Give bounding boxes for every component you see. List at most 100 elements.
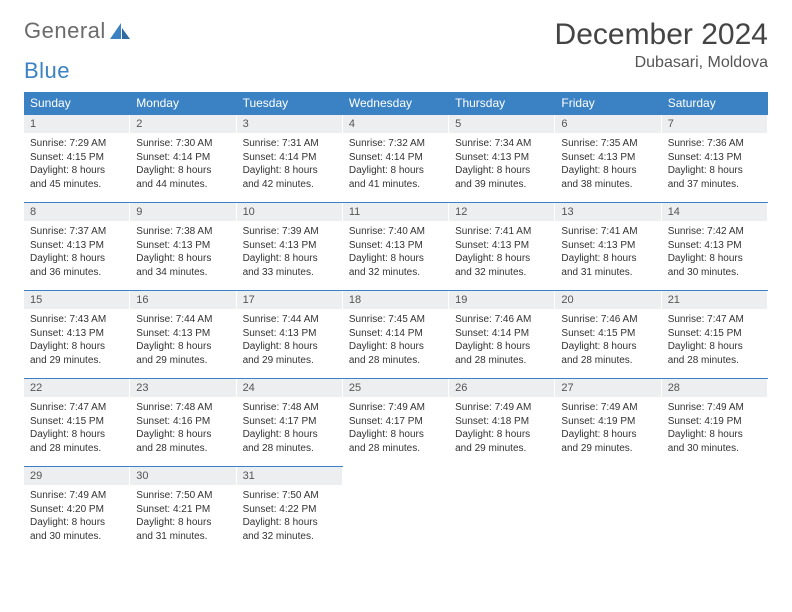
day-body: Sunrise: 7:46 AMSunset: 4:14 PMDaylight:… <box>449 309 555 373</box>
daylight-text-1: Daylight: 8 hours <box>455 252 549 266</box>
day-number: 5 <box>449 115 555 133</box>
calendar-cell: 29Sunrise: 7:49 AMSunset: 4:20 PMDayligh… <box>24 467 130 555</box>
sunset-text: Sunset: 4:22 PM <box>243 503 337 517</box>
calendar-cell: 27Sunrise: 7:49 AMSunset: 4:19 PMDayligh… <box>555 379 661 467</box>
day-number: 29 <box>24 467 130 485</box>
daylight-text-1: Daylight: 8 hours <box>243 340 337 354</box>
sunset-text: Sunset: 4:13 PM <box>668 151 762 165</box>
calendar-week-row: 29Sunrise: 7:49 AMSunset: 4:20 PMDayligh… <box>24 467 768 555</box>
daylight-text-1: Daylight: 8 hours <box>455 428 549 442</box>
daylight-text-2: and 32 minutes. <box>243 530 337 544</box>
sunset-text: Sunset: 4:15 PM <box>30 151 124 165</box>
daylight-text-1: Daylight: 8 hours <box>136 516 230 530</box>
sunset-text: Sunset: 4:19 PM <box>561 415 655 429</box>
day-number: 12 <box>449 203 555 221</box>
day-number: 13 <box>555 203 661 221</box>
sunrise-text: Sunrise: 7:45 AM <box>349 313 443 327</box>
sunset-text: Sunset: 4:15 PM <box>561 327 655 341</box>
day-body: Sunrise: 7:30 AMSunset: 4:14 PMDaylight:… <box>130 133 236 197</box>
calendar-week-row: 15Sunrise: 7:43 AMSunset: 4:13 PMDayligh… <box>24 291 768 379</box>
logo-word1: General <box>24 18 106 44</box>
daylight-text-1: Daylight: 8 hours <box>561 340 655 354</box>
day-number: 15 <box>24 291 130 309</box>
calendar-cell: 7Sunrise: 7:36 AMSunset: 4:13 PMDaylight… <box>662 115 768 203</box>
day-body: Sunrise: 7:46 AMSunset: 4:15 PMDaylight:… <box>555 309 661 373</box>
sunset-text: Sunset: 4:13 PM <box>455 151 549 165</box>
sunset-text: Sunset: 4:14 PM <box>349 327 443 341</box>
daylight-text-2: and 29 minutes. <box>30 354 124 368</box>
daylight-text-2: and 41 minutes. <box>349 178 443 192</box>
calendar-cell: 24Sunrise: 7:48 AMSunset: 4:17 PMDayligh… <box>237 379 343 467</box>
weekday-header: Friday <box>555 92 661 115</box>
sunrise-text: Sunrise: 7:35 AM <box>561 137 655 151</box>
day-body: Sunrise: 7:47 AMSunset: 4:15 PMDaylight:… <box>662 309 768 373</box>
daylight-text-1: Daylight: 8 hours <box>668 164 762 178</box>
calendar-cell: 12Sunrise: 7:41 AMSunset: 4:13 PMDayligh… <box>449 203 555 291</box>
day-body: Sunrise: 7:41 AMSunset: 4:13 PMDaylight:… <box>555 221 661 285</box>
weekday-header: Sunday <box>24 92 130 115</box>
daylight-text-1: Daylight: 8 hours <box>561 428 655 442</box>
day-number: 20 <box>555 291 661 309</box>
day-body: Sunrise: 7:43 AMSunset: 4:13 PMDaylight:… <box>24 309 130 373</box>
daylight-text-2: and 44 minutes. <box>136 178 230 192</box>
daylight-text-2: and 32 minutes. <box>349 266 443 280</box>
day-number: 22 <box>24 379 130 397</box>
daylight-text-1: Daylight: 8 hours <box>30 340 124 354</box>
sunrise-text: Sunrise: 7:46 AM <box>455 313 549 327</box>
day-number: 8 <box>24 203 130 221</box>
logo: General <box>24 18 131 44</box>
day-number: 4 <box>343 115 449 133</box>
daylight-text-2: and 28 minutes. <box>668 354 762 368</box>
day-number: 30 <box>130 467 236 485</box>
sunset-text: Sunset: 4:15 PM <box>668 327 762 341</box>
daylight-text-1: Daylight: 8 hours <box>561 252 655 266</box>
day-number: 21 <box>662 291 768 309</box>
daylight-text-1: Daylight: 8 hours <box>668 252 762 266</box>
daylight-text-2: and 29 minutes. <box>561 442 655 456</box>
day-number: 27 <box>555 379 661 397</box>
sunrise-text: Sunrise: 7:41 AM <box>455 225 549 239</box>
daylight-text-2: and 38 minutes. <box>561 178 655 192</box>
daylight-text-1: Daylight: 8 hours <box>136 340 230 354</box>
sunset-text: Sunset: 4:13 PM <box>243 239 337 253</box>
day-number: 1 <box>24 115 130 133</box>
day-body: Sunrise: 7:50 AMSunset: 4:21 PMDaylight:… <box>130 485 236 549</box>
sunset-text: Sunset: 4:16 PM <box>136 415 230 429</box>
calendar-cell: 1Sunrise: 7:29 AMSunset: 4:15 PMDaylight… <box>24 115 130 203</box>
day-body: Sunrise: 7:48 AMSunset: 4:17 PMDaylight:… <box>237 397 343 461</box>
daylight-text-2: and 33 minutes. <box>243 266 337 280</box>
sunrise-text: Sunrise: 7:30 AM <box>136 137 230 151</box>
calendar-cell: 6Sunrise: 7:35 AMSunset: 4:13 PMDaylight… <box>555 115 661 203</box>
calendar-cell: 21Sunrise: 7:47 AMSunset: 4:15 PMDayligh… <box>662 291 768 379</box>
daylight-text-2: and 30 minutes. <box>30 530 124 544</box>
daylight-text-2: and 45 minutes. <box>30 178 124 192</box>
calendar-cell: 23Sunrise: 7:48 AMSunset: 4:16 PMDayligh… <box>130 379 236 467</box>
day-body: Sunrise: 7:29 AMSunset: 4:15 PMDaylight:… <box>24 133 130 197</box>
day-number: 10 <box>237 203 343 221</box>
calendar-cell: 22Sunrise: 7:47 AMSunset: 4:15 PMDayligh… <box>24 379 130 467</box>
daylight-text-2: and 28 minutes. <box>455 354 549 368</box>
weekday-header: Tuesday <box>237 92 343 115</box>
logo-word2: Blue <box>24 58 70 83</box>
day-number: 31 <box>237 467 343 485</box>
daylight-text-1: Daylight: 8 hours <box>349 252 443 266</box>
sunset-text: Sunset: 4:13 PM <box>349 239 443 253</box>
day-body: Sunrise: 7:35 AMSunset: 4:13 PMDaylight:… <box>555 133 661 197</box>
daylight-text-1: Daylight: 8 hours <box>136 252 230 266</box>
weekday-header: Thursday <box>449 92 555 115</box>
sunrise-text: Sunrise: 7:50 AM <box>136 489 230 503</box>
day-body: Sunrise: 7:42 AMSunset: 4:13 PMDaylight:… <box>662 221 768 285</box>
day-number: 7 <box>662 115 768 133</box>
day-body: Sunrise: 7:47 AMSunset: 4:15 PMDaylight:… <box>24 397 130 461</box>
sunrise-text: Sunrise: 7:48 AM <box>243 401 337 415</box>
calendar-week-row: 1Sunrise: 7:29 AMSunset: 4:15 PMDaylight… <box>24 115 768 203</box>
day-number: 25 <box>343 379 449 397</box>
day-number: 19 <box>449 291 555 309</box>
daylight-text-1: Daylight: 8 hours <box>136 428 230 442</box>
calendar-cell: 2Sunrise: 7:30 AMSunset: 4:14 PMDaylight… <box>130 115 236 203</box>
calendar-cell: 10Sunrise: 7:39 AMSunset: 4:13 PMDayligh… <box>237 203 343 291</box>
daylight-text-2: and 29 minutes. <box>243 354 337 368</box>
sunrise-text: Sunrise: 7:39 AM <box>243 225 337 239</box>
sunset-text: Sunset: 4:21 PM <box>136 503 230 517</box>
daylight-text-2: and 31 minutes. <box>561 266 655 280</box>
